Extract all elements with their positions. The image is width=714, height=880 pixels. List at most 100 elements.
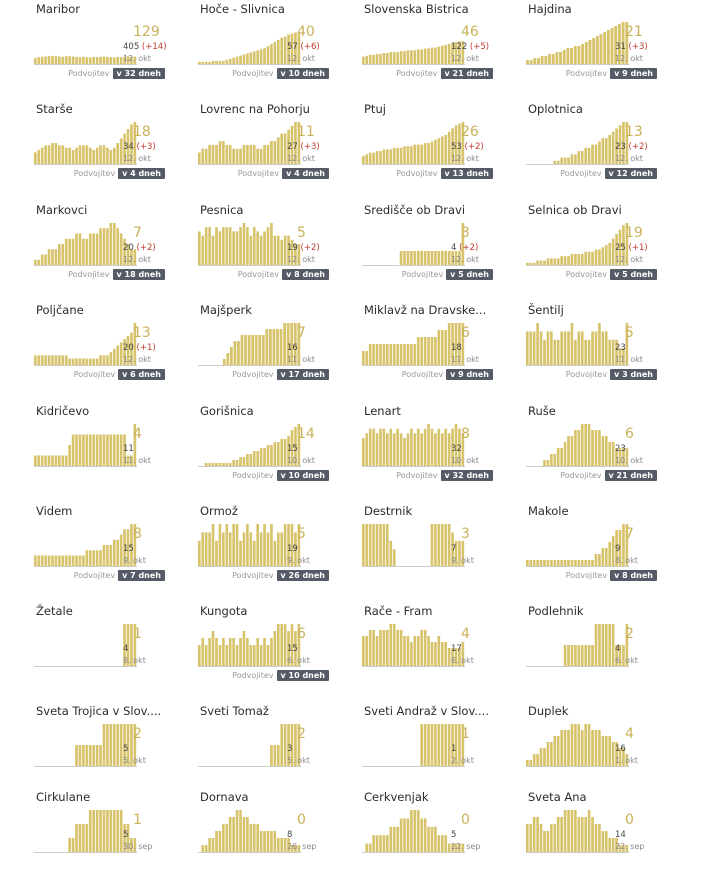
bar <box>611 624 615 666</box>
total-cases: 1 <box>451 744 456 754</box>
bar <box>40 56 44 64</box>
bar <box>47 56 51 64</box>
bar <box>437 724 441 766</box>
bar <box>618 530 622 566</box>
active-cases-value: 19 <box>625 225 643 241</box>
bar <box>78 745 82 766</box>
bar <box>246 227 249 265</box>
doubling-label: Podvojitev <box>232 471 274 480</box>
municipality-card: Poljčane 13 20 (+1) 12. okt Podvojitev v 6 dn… <box>18 303 168 393</box>
bar <box>553 560 557 566</box>
bar <box>550 742 553 766</box>
bar <box>130 455 133 466</box>
bar <box>276 137 280 164</box>
total-cases: 27 (+3) <box>287 142 320 152</box>
municipality-card: Selnica ob Dravi 19 25 (+1) 12. okt Podvojit… <box>510 203 660 293</box>
doubling-indicator: Podvojitev v 8 dneh <box>238 269 329 280</box>
bar <box>608 542 612 566</box>
bar <box>270 141 273 164</box>
total-cases: 23 <box>615 444 626 454</box>
bar <box>228 817 232 852</box>
bar <box>82 238 85 265</box>
bar <box>591 251 594 265</box>
doubling-label: Podvojitev <box>232 671 274 680</box>
bar <box>244 335 247 365</box>
bar <box>379 151 382 164</box>
bar <box>126 56 130 64</box>
bar <box>116 724 120 766</box>
bar <box>44 145 47 164</box>
bar <box>372 428 375 466</box>
bar <box>556 339 560 365</box>
total-cases: 31 (+3) <box>615 42 648 52</box>
daily-change: (+2) <box>133 243 156 253</box>
bar <box>618 645 622 666</box>
bar <box>112 348 116 365</box>
bar <box>611 131 615 164</box>
bar <box>526 60 529 64</box>
bar <box>228 227 232 265</box>
last-update-date: 9. okt <box>287 556 310 565</box>
bar <box>123 339 126 365</box>
bar <box>379 53 382 64</box>
active-cases-value: 7 <box>297 325 306 341</box>
bar <box>389 344 393 365</box>
bar <box>249 532 253 566</box>
active-cases-value: 1 <box>133 812 142 828</box>
bar <box>215 227 218 265</box>
bar <box>375 53 379 64</box>
total-cases: 16 <box>287 343 298 353</box>
bar <box>553 160 557 164</box>
bar <box>242 457 246 466</box>
bar <box>229 347 233 365</box>
last-update-date: 12. okt <box>123 154 151 163</box>
bar <box>574 724 577 766</box>
bar <box>577 645 581 666</box>
bar <box>280 133 284 164</box>
bar <box>406 636 410 666</box>
bar <box>529 824 533 852</box>
bar <box>451 724 454 766</box>
bar <box>130 249 133 265</box>
bar <box>237 341 240 365</box>
bar-chart <box>362 724 465 767</box>
municipality-name: Maribor <box>36 2 80 16</box>
bar <box>580 424 584 466</box>
bar <box>570 724 574 766</box>
bar <box>232 148 235 164</box>
bar <box>256 451 259 466</box>
bar <box>239 638 242 666</box>
bar <box>232 57 235 64</box>
municipality-name: Poljčane <box>36 303 84 317</box>
active-cases-value: 2 <box>297 726 306 742</box>
bar <box>458 323 461 365</box>
bar <box>529 262 533 265</box>
municipality-name: Duplek <box>528 704 569 718</box>
municipality-name: Videm <box>36 504 73 518</box>
total-cases-value: 4 <box>451 243 457 253</box>
bar-chart <box>34 55 137 65</box>
total-cases: 15 <box>287 444 298 454</box>
bar <box>416 428 420 466</box>
bar <box>37 259 41 265</box>
total-cases-value: 5 <box>123 744 129 754</box>
municipality-name: Dornava <box>200 790 249 804</box>
bar <box>454 424 458 466</box>
bar <box>451 428 454 466</box>
bar <box>290 323 294 365</box>
bar <box>106 355 109 365</box>
bar <box>287 724 290 766</box>
bar <box>454 251 458 265</box>
bar <box>461 433 465 466</box>
bar <box>420 337 423 365</box>
municipality-name: Rače - Fram <box>364 604 433 618</box>
bar <box>447 433 451 466</box>
bar <box>64 56 68 64</box>
daily-change: (+3) <box>625 42 648 52</box>
doubling-indicator: Podvojitev v 10 dneh <box>232 470 329 481</box>
bar <box>413 344 417 365</box>
bar <box>567 157 570 164</box>
doubling-badge: v 9 dneh <box>610 68 657 79</box>
bar <box>123 238 126 265</box>
bar <box>604 245 608 265</box>
